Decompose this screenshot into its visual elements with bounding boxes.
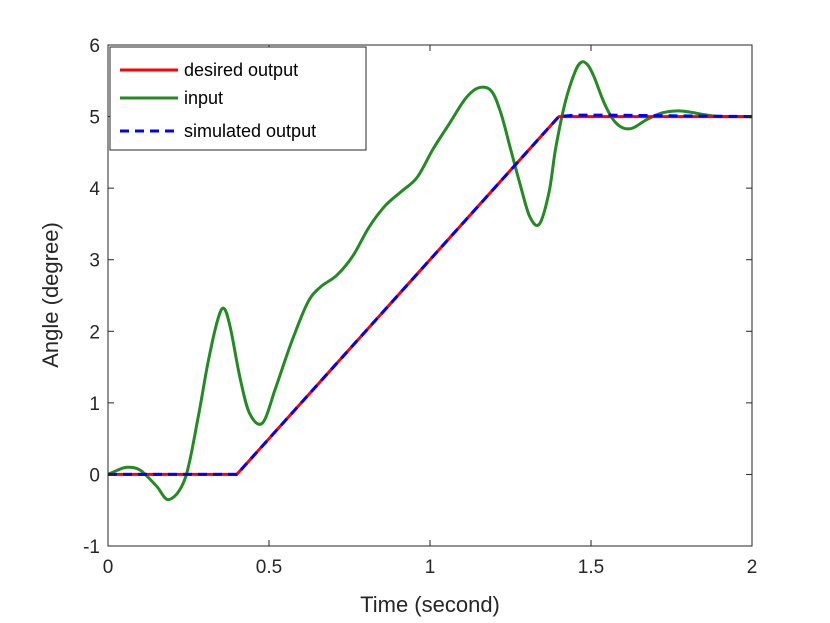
legend-label: desired output [184, 60, 298, 80]
y-tick-label: 6 [89, 36, 100, 57]
y-tick-label: -1 [83, 537, 100, 558]
y-tick-label: 1 [89, 394, 100, 415]
series-layer [108, 60, 752, 501]
legend: desired output input simulated output [109, 46, 367, 151]
x-tick-label: 1.5 [578, 557, 604, 578]
x-tick-label: 0 [103, 557, 114, 578]
series-line-simulated-output [108, 113, 752, 476]
x-tick-label: 2 [747, 557, 758, 578]
y-axis-label: Angle (degree) [38, 222, 63, 368]
x-tick-label: 0.5 [256, 557, 282, 578]
y-tick-label: 3 [89, 251, 100, 272]
series-line-input [108, 60, 752, 501]
y-tick-label: 5 [89, 108, 100, 129]
x-tick-label: 1 [425, 557, 436, 578]
y-tick-label: 2 [89, 322, 100, 343]
y-tick-label: 4 [89, 179, 100, 200]
legend-label: input [184, 88, 223, 108]
y-tick-label: 0 [89, 465, 100, 486]
x-axis-label: Time (second) [360, 592, 500, 617]
legend-label: simulated output [184, 121, 316, 141]
